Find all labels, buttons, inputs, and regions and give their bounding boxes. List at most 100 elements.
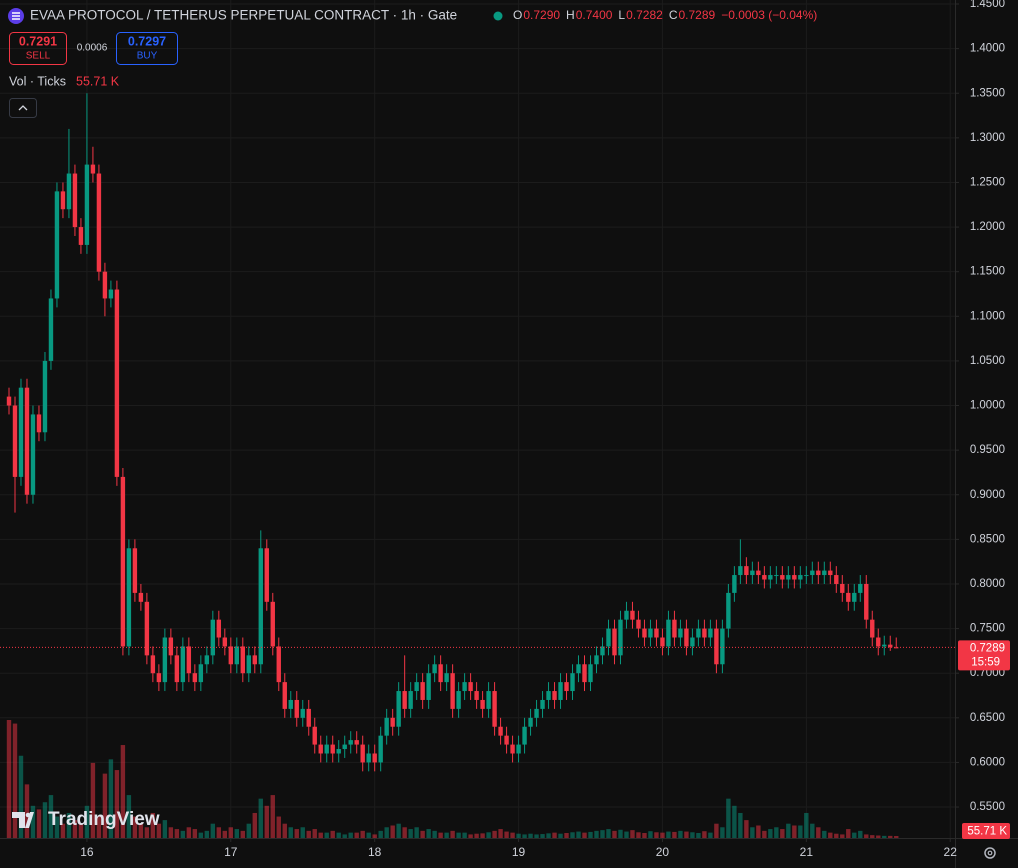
candle-body <box>312 726 317 745</box>
tradingview-logo-icon[interactable] <box>12 812 34 828</box>
settings-icon-center[interactable] <box>987 850 993 856</box>
volume-bar <box>36 809 42 838</box>
candle-body <box>846 592 851 602</box>
volume-bar <box>540 834 545 838</box>
candles <box>0 93 955 772</box>
y-tick-label: 1.2500 <box>970 176 1005 188</box>
volume-bar <box>252 812 257 838</box>
volume-bar <box>426 829 431 838</box>
volume-bar <box>678 830 683 838</box>
buy-button[interactable] <box>116 32 178 65</box>
volume-bar <box>816 827 821 838</box>
candle-body <box>576 664 581 674</box>
volume-bar <box>174 829 180 838</box>
ohlc-legend: O 0.7290 H 0.7400 L 0.7282 C 0.7289 −0.0003 (−0.… <box>513 8 817 22</box>
buy-label[interactable]: BUY <box>137 51 158 62</box>
candle-body <box>648 628 653 638</box>
volume-bar <box>792 825 797 838</box>
candle-body <box>450 673 455 709</box>
volume-bar <box>420 830 425 838</box>
volume-bar <box>468 834 473 838</box>
candle-body <box>888 644 893 648</box>
sell-price[interactable]: 0.7291 <box>19 34 57 48</box>
ohlc-value: 0.7290 <box>523 8 560 22</box>
candle-body <box>864 583 869 620</box>
candle-body <box>600 646 605 656</box>
candle-body <box>816 570 821 576</box>
volume-bar <box>744 820 749 838</box>
candle-body <box>246 655 251 674</box>
candle-body <box>138 592 144 602</box>
volume-bar <box>162 820 168 838</box>
ohlc-key: C <box>669 8 678 22</box>
y-tick-label: 1.1500 <box>970 266 1005 278</box>
candle-body <box>420 682 425 700</box>
volume-bar <box>222 830 228 838</box>
candle-body <box>102 271 108 299</box>
candle-body <box>498 726 503 736</box>
ohlc-change: −0.0003 (−0.04%) <box>721 8 817 22</box>
candle-body <box>714 628 719 665</box>
candle-body <box>228 646 234 665</box>
candle-body <box>72 173 78 228</box>
candle-body <box>432 664 437 674</box>
candle-body <box>456 691 461 709</box>
volume-bar <box>864 834 869 838</box>
collapse-icon[interactable] <box>18 105 28 111</box>
y-tick-label: 1.0500 <box>970 355 1005 367</box>
candle-body <box>594 655 599 665</box>
volume-bar <box>258 798 263 838</box>
candle-body <box>666 619 671 647</box>
candle-body <box>6 396 12 406</box>
volume-bar <box>144 827 150 838</box>
candle-body <box>762 575 767 580</box>
candle-body <box>372 753 377 763</box>
candle-body <box>114 289 120 477</box>
candle-body <box>126 548 132 647</box>
candle-body <box>636 619 641 629</box>
volume-pane <box>6 720 899 838</box>
volume-bar <box>96 816 102 838</box>
ohlc-key: H <box>566 8 575 22</box>
sell-label[interactable]: SELL <box>26 51 51 62</box>
candle-body <box>378 735 383 763</box>
candle-body <box>180 646 186 683</box>
candle-body <box>768 575 773 580</box>
volume-bar <box>354 832 359 838</box>
collapse-button[interactable] <box>9 98 37 118</box>
candle-body <box>240 646 245 674</box>
candle-body <box>390 717 395 727</box>
x-tick-label: 17 <box>224 845 238 859</box>
settings-icon[interactable] <box>984 847 996 859</box>
tradingview-logo-text[interactable]: TradingView <box>48 809 160 830</box>
volume-bar <box>306 830 311 838</box>
tradingview-logo-dot[interactable] <box>25 812 31 818</box>
candle-body <box>234 646 240 665</box>
candle-body <box>684 628 689 647</box>
sell-button[interactable] <box>9 32 67 65</box>
candle-body <box>708 628 713 638</box>
ohlc-key: L <box>618 8 625 22</box>
candle-body <box>18 387 24 477</box>
volume-bar <box>198 832 204 838</box>
buy-price[interactable]: 0.7297 <box>128 34 166 48</box>
volume-bar <box>750 827 755 838</box>
volume-bar <box>240 830 245 838</box>
candle-body <box>834 575 839 584</box>
volume-bar <box>498 829 503 838</box>
candle-body <box>672 619 677 638</box>
candle-body <box>870 619 875 638</box>
candle-body <box>798 575 803 580</box>
volume-legend-value: 55.71 K <box>76 74 120 88</box>
candle-body <box>546 691 551 700</box>
volume-bar <box>168 827 174 838</box>
volume-bar <box>456 832 461 838</box>
candle-body <box>678 628 683 638</box>
y-tick-label: 0.9000 <box>970 489 1005 501</box>
volume-bar <box>180 830 186 838</box>
volume-bar <box>876 835 881 838</box>
candle-body <box>822 570 827 576</box>
candle-body <box>384 717 389 736</box>
volume-bar <box>834 833 839 838</box>
volume-bar <box>654 832 659 838</box>
